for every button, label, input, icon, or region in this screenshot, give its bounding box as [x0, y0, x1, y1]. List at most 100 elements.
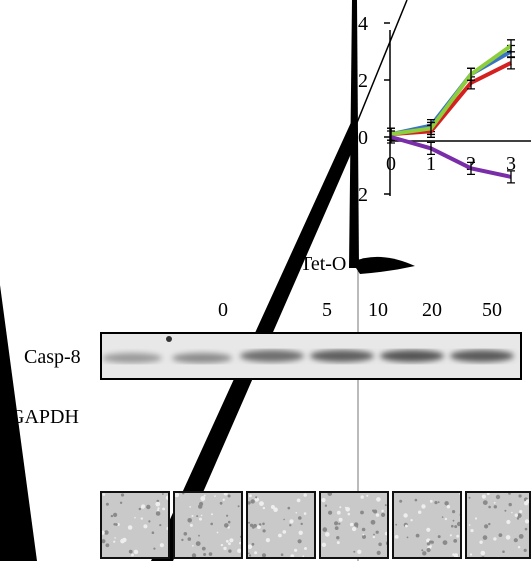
cell-dot — [524, 501, 529, 506]
vertical-black-spike — [349, 0, 359, 268]
cell-dot — [385, 541, 387, 546]
cell-dot — [237, 548, 241, 553]
cell-dot — [454, 525, 458, 529]
cell-dot — [426, 547, 431, 553]
cell-dot — [102, 493, 106, 496]
cell-dot — [430, 540, 434, 544]
series-line-3 — [390, 135, 512, 179]
cell-dot — [223, 493, 228, 496]
cell-dot — [482, 535, 488, 540]
cell-dot — [199, 501, 204, 507]
curved-flag-shape — [352, 256, 415, 274]
cell-dot — [356, 526, 359, 528]
cell-dot — [486, 493, 490, 496]
cell-dot — [162, 493, 164, 495]
cell-dot — [229, 538, 234, 543]
cell-dot — [484, 524, 489, 529]
cell-dot — [191, 553, 197, 557]
cell-dot — [216, 531, 219, 534]
cell-dot — [429, 499, 433, 503]
cell-dot — [514, 513, 518, 517]
cell-dot — [198, 534, 200, 537]
cell-dot — [214, 495, 216, 497]
cell-dot — [508, 502, 512, 507]
cell-dot — [211, 513, 213, 516]
blot-dot — [166, 336, 172, 342]
cell-dot — [338, 522, 341, 525]
cell-dot — [354, 522, 359, 527]
cell-dot — [513, 538, 518, 543]
cell-dot — [415, 533, 420, 538]
cell-dot — [381, 512, 386, 517]
cell-dot — [287, 506, 291, 510]
cell-dot — [152, 558, 154, 559]
cell-dot — [321, 542, 327, 547]
cell-dot — [119, 501, 123, 504]
cell-dot — [140, 505, 145, 509]
cell-dot — [156, 499, 160, 503]
cell-dot — [474, 517, 478, 520]
cell-dot — [361, 527, 366, 532]
x-tick-label: 3 — [506, 153, 516, 175]
error-bar — [427, 121, 435, 136]
cell-dot — [131, 553, 134, 557]
band-lane-1 — [172, 353, 232, 363]
cell-dot — [372, 535, 376, 539]
cell-dot — [421, 549, 424, 552]
cell-dot — [262, 529, 266, 533]
cell-texture — [321, 493, 387, 555]
cell-dot — [200, 496, 206, 501]
cell-dot — [257, 525, 261, 529]
cell-dot — [517, 546, 521, 549]
cell-dot — [191, 515, 194, 517]
cell-dot — [327, 493, 333, 496]
cell-dot — [210, 522, 213, 526]
error-bar — [507, 170, 515, 184]
cell-dot — [418, 510, 422, 514]
cell-dot — [523, 548, 527, 552]
cell-dot — [282, 530, 287, 534]
cell-dot — [155, 501, 161, 507]
cell-dot — [228, 549, 232, 553]
cell-dot — [156, 509, 160, 512]
cell-dot — [189, 523, 193, 527]
cell-dot — [227, 520, 231, 524]
error-bar — [507, 56, 515, 70]
cell-dot — [405, 524, 408, 528]
cell-dot — [384, 531, 387, 536]
cell-dot — [155, 511, 161, 516]
cell-dot — [325, 532, 330, 537]
cell-dot — [373, 533, 375, 536]
cell-dot — [248, 521, 250, 524]
concentration-label: 10 — [368, 299, 388, 321]
cell-dot — [375, 530, 379, 534]
cell-dot — [239, 541, 241, 545]
cell-dot — [248, 544, 253, 549]
cell-dot — [444, 501, 449, 506]
cell-dot — [524, 527, 528, 531]
cell-dot — [303, 512, 307, 515]
cell-dot — [334, 526, 339, 530]
cell-dot — [249, 554, 252, 557]
cell-dot — [130, 556, 132, 557]
band-lane-2 — [240, 350, 304, 362]
cell-dot — [460, 534, 462, 536]
cell-dot — [166, 526, 168, 531]
cell-dot — [261, 553, 267, 557]
cell-dot — [254, 551, 258, 555]
gapdh-row-label: GAPDH — [10, 406, 79, 428]
y-tick-label: 4 — [358, 13, 368, 35]
cell-dot — [370, 519, 376, 525]
cell-dot — [300, 522, 303, 526]
cell-dot — [280, 553, 284, 556]
cell-dot — [468, 496, 471, 499]
cell-dot — [505, 535, 511, 540]
cell-dot — [384, 504, 387, 507]
cell-dot — [399, 499, 403, 503]
cell-dot — [134, 549, 137, 553]
cell-dot — [426, 527, 431, 532]
cell-dot — [376, 550, 381, 555]
cell-dot — [254, 497, 259, 502]
cell-dot — [357, 549, 362, 554]
concentration-label: 0 — [218, 299, 228, 321]
